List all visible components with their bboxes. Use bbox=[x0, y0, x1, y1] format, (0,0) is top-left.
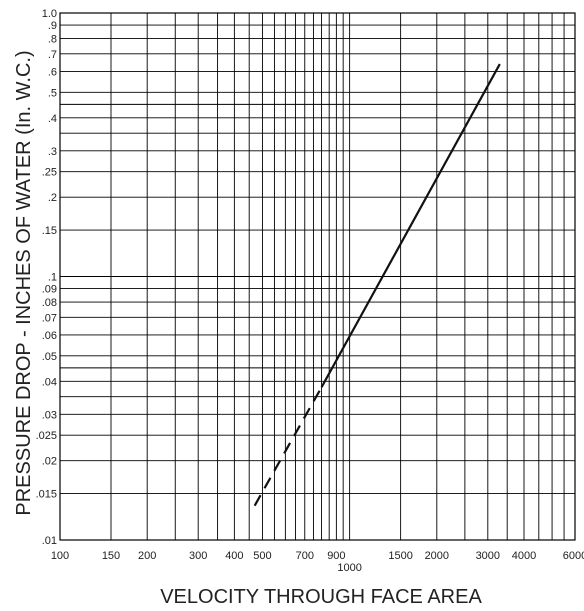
y-tick-label: .025 bbox=[36, 430, 57, 442]
y-tick-label: .5 bbox=[48, 87, 57, 99]
y-axis-title: PRESSURE DROP - INCHES OF WATER (In. W.C… bbox=[13, 50, 35, 515]
y-tick-label: .06 bbox=[42, 330, 57, 342]
plot-border bbox=[59, 12, 576, 541]
y-tick-label: .4 bbox=[48, 113, 57, 125]
x-tick-label: 900 bbox=[327, 550, 345, 562]
y-tick-label: .2 bbox=[48, 192, 57, 204]
y-tick-label: .7 bbox=[48, 49, 57, 61]
y-tick-label: .8 bbox=[48, 34, 57, 46]
x-tick-label: 2000 bbox=[425, 550, 449, 562]
x-tick-label: 6000 bbox=[563, 550, 584, 562]
y-tick-labels: 1.0.9 .8 .7 .6 .5 .4 .3 .25 .2 .15 .1.09.08 .07 .06.… bbox=[36, 8, 57, 547]
series-line-solid bbox=[320, 63, 501, 388]
y-tick-label: .05 bbox=[42, 351, 57, 363]
y-tick-label: .09 bbox=[42, 284, 57, 296]
grid bbox=[59, 12, 576, 541]
series-line-dashed bbox=[253, 386, 323, 507]
x-tick-label: 4000 bbox=[512, 550, 536, 562]
y-tick-label: .25 bbox=[42, 167, 57, 179]
x-tick-label: 3000 bbox=[476, 550, 500, 562]
y-tick-label: .015 bbox=[36, 489, 57, 501]
y-tick-label: .6 bbox=[48, 66, 57, 78]
x-tick-label: 300 bbox=[189, 550, 207, 562]
x-tick-label: 1500 bbox=[388, 550, 412, 562]
y-tick-label: 1.0 bbox=[42, 8, 57, 20]
y-tick-label: .02 bbox=[42, 456, 57, 468]
x-tick-label: 100 bbox=[51, 550, 69, 562]
x-tick-label: 700 bbox=[296, 550, 314, 562]
y-tick-label: .1 bbox=[48, 272, 57, 284]
y-tick-label: .08 bbox=[42, 297, 57, 309]
y-tick-label: .04 bbox=[42, 376, 57, 388]
y-tick-label: .03 bbox=[42, 409, 57, 421]
series-group bbox=[253, 63, 501, 507]
x-tick-label: 200 bbox=[138, 550, 156, 562]
y-tick-label: .15 bbox=[42, 225, 57, 237]
y-tick-label: .9 bbox=[48, 20, 57, 32]
x-axis-title: VELOCITY THROUGH FACE AREA bbox=[160, 586, 482, 608]
x-tick-label: 150 bbox=[102, 550, 120, 562]
x-tick-label: 500 bbox=[253, 550, 271, 562]
y-tick-label: .07 bbox=[42, 312, 57, 324]
x-tick-label: 1000 bbox=[337, 562, 361, 574]
x-tick-label: 400 bbox=[225, 550, 243, 562]
y-tick-label: .01 bbox=[42, 535, 57, 547]
y-tick-label: .3 bbox=[48, 146, 57, 158]
